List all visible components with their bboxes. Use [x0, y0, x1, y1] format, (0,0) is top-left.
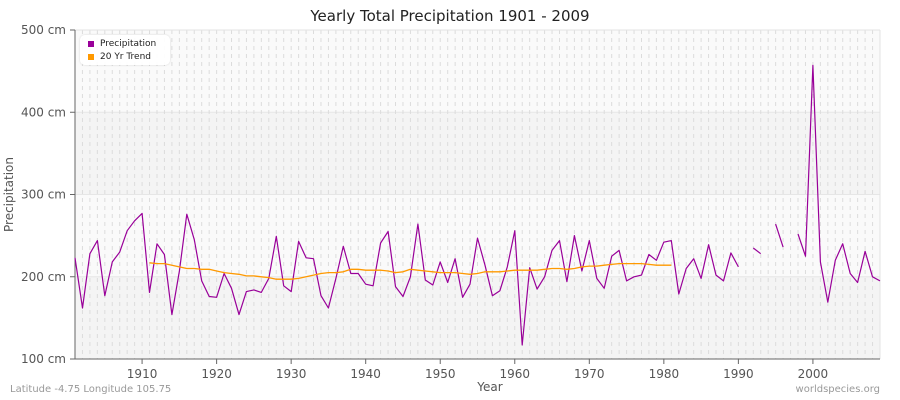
legend-swatch-precipitation-icon: [88, 41, 94, 47]
y-tick-label: 200 cm: [21, 270, 66, 284]
trend-line: [149, 262, 672, 280]
y-axis-title: Precipitation: [2, 157, 16, 232]
legend-swatch-trend-icon: [88, 54, 94, 60]
y-tick-label: 500 cm: [21, 23, 66, 37]
chart-legend: Precipitation 20 Yr Trend: [80, 35, 170, 65]
x-tick-label: 1970: [574, 367, 605, 381]
legend-label-trend: 20 Yr Trend: [100, 52, 152, 62]
x-tick-label: 1950: [425, 367, 456, 381]
legend-item-trend: 20 Yr Trend: [88, 52, 151, 62]
legend-item-precipitation: Precipitation: [88, 39, 156, 49]
y-tick-label: 400 cm: [21, 105, 66, 119]
precipitation-line: [74, 212, 739, 346]
legend-label-precipitation: Precipitation: [100, 39, 157, 49]
precipitation-line: [752, 247, 762, 255]
y-tick-label: 100 cm: [21, 352, 66, 366]
y-tick-label: 300 cm: [21, 188, 66, 202]
x-tick-label: 1940: [350, 367, 381, 381]
x-tick-label: 1980: [649, 367, 680, 381]
x-tick-label: 1990: [723, 367, 754, 381]
location-label: Latitude -4.75 Longitude 105.75: [10, 384, 172, 395]
x-tick-label: 1920: [201, 367, 232, 381]
precipitation-line: [775, 223, 784, 248]
chart-title: Yearly Total Precipitation 1901 - 2009: [310, 7, 590, 25]
x-axis-title: Year: [476, 380, 502, 394]
x-tick-label: 1930: [276, 367, 307, 381]
precipitation-line: [797, 64, 881, 303]
x-tick-label: 1910: [127, 367, 158, 381]
source-label: worldspecies.org: [795, 384, 880, 395]
x-tick-label: 2000: [798, 367, 829, 381]
x-tick-label: 1960: [499, 367, 530, 381]
